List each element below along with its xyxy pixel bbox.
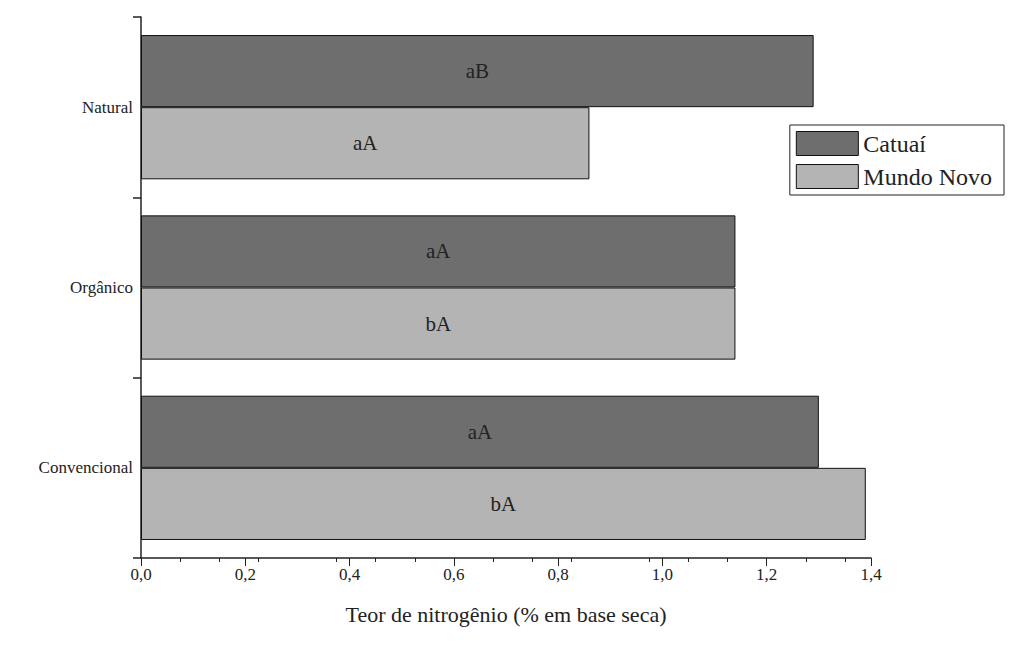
svg-text:1,2: 1,2 [756, 565, 777, 584]
svg-text:Mundo Novo: Mundo Novo [863, 164, 992, 190]
svg-text:aA: aA [468, 420, 493, 444]
svg-text:1,4: 1,4 [860, 565, 882, 584]
svg-text:0,2: 0,2 [235, 565, 256, 584]
svg-text:Orgânico: Orgânico [70, 278, 133, 297]
svg-text:0,8: 0,8 [548, 565, 569, 584]
svg-text:Teor de nitrogênio (% em base: Teor de nitrogênio (% em base seca) [346, 602, 667, 627]
svg-text:0,4: 0,4 [339, 565, 361, 584]
svg-text:Natural: Natural [82, 98, 133, 117]
svg-text:aA: aA [353, 131, 378, 155]
svg-text:aA: aA [426, 239, 451, 263]
svg-text:0,0: 0,0 [130, 565, 151, 584]
svg-text:0,6: 0,6 [443, 565, 464, 584]
svg-text:1,0: 1,0 [652, 565, 673, 584]
svg-text:aB: aB [466, 59, 489, 83]
svg-text:Convencional: Convencional [39, 458, 134, 477]
svg-text:bA: bA [491, 492, 518, 516]
svg-text:Catuaí: Catuaí [863, 131, 926, 157]
svg-text:bA: bA [425, 312, 452, 336]
